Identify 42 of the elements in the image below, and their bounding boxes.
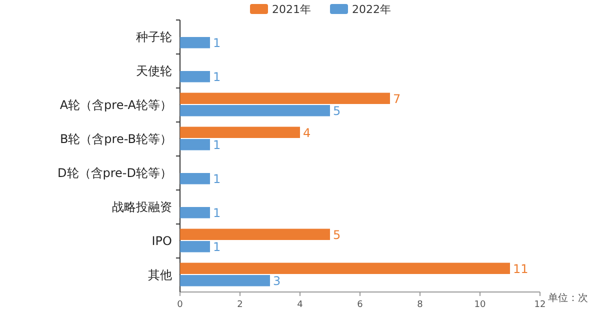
bar: [180, 126, 300, 138]
y-tick-label: 种子轮: [136, 30, 172, 44]
text: 单位：次: [548, 292, 588, 304]
bar: [180, 71, 210, 82]
y-tick-label: B轮（含pre-B轮等）: [60, 132, 172, 146]
data-label: 3: [273, 274, 281, 288]
legend-label: 2022年: [352, 3, 391, 16]
data-label: 1: [213, 70, 221, 84]
data-label: 4: [303, 126, 311, 140]
bar: [180, 241, 210, 252]
bar: [180, 275, 270, 286]
y-tick-label: A轮（含pre-A轮等）: [60, 98, 172, 112]
x-tick-label: 6: [357, 300, 364, 310]
x-tick-label: 0: [177, 300, 184, 310]
y-tick-label: 天使轮: [136, 64, 172, 78]
x-tick-label: 4: [297, 300, 304, 310]
bar: [180, 139, 210, 150]
data-label: 1: [213, 138, 221, 152]
bar: [180, 105, 330, 116]
data-label: 11: [513, 262, 528, 276]
data-label: 1: [213, 36, 221, 50]
data-label: 5: [333, 104, 341, 118]
bar: [180, 262, 510, 274]
legend-label: 2021年: [272, 3, 311, 16]
x-tick-label: 12: [534, 300, 546, 310]
data-label: 5: [333, 228, 341, 242]
y-tick-label: 其他: [148, 268, 172, 282]
y-tick-label: IPO: [152, 234, 172, 248]
data-label: 1: [213, 172, 221, 186]
bar: [180, 207, 210, 218]
x-tick-label: 2: [237, 300, 243, 310]
y-tick-label: 战略投融资: [112, 200, 172, 214]
bar: [180, 37, 210, 48]
data-label: 7: [393, 92, 401, 106]
bar: [180, 228, 330, 240]
y-tick-label: D轮（含pre-D轮等）: [58, 166, 172, 180]
x-tick-label: 8: [417, 300, 424, 310]
x-tick-label: 10: [474, 300, 486, 310]
bar: [180, 173, 210, 184]
data-label: 1: [213, 206, 221, 220]
bar: [180, 92, 390, 104]
data-label: 1: [213, 240, 221, 254]
